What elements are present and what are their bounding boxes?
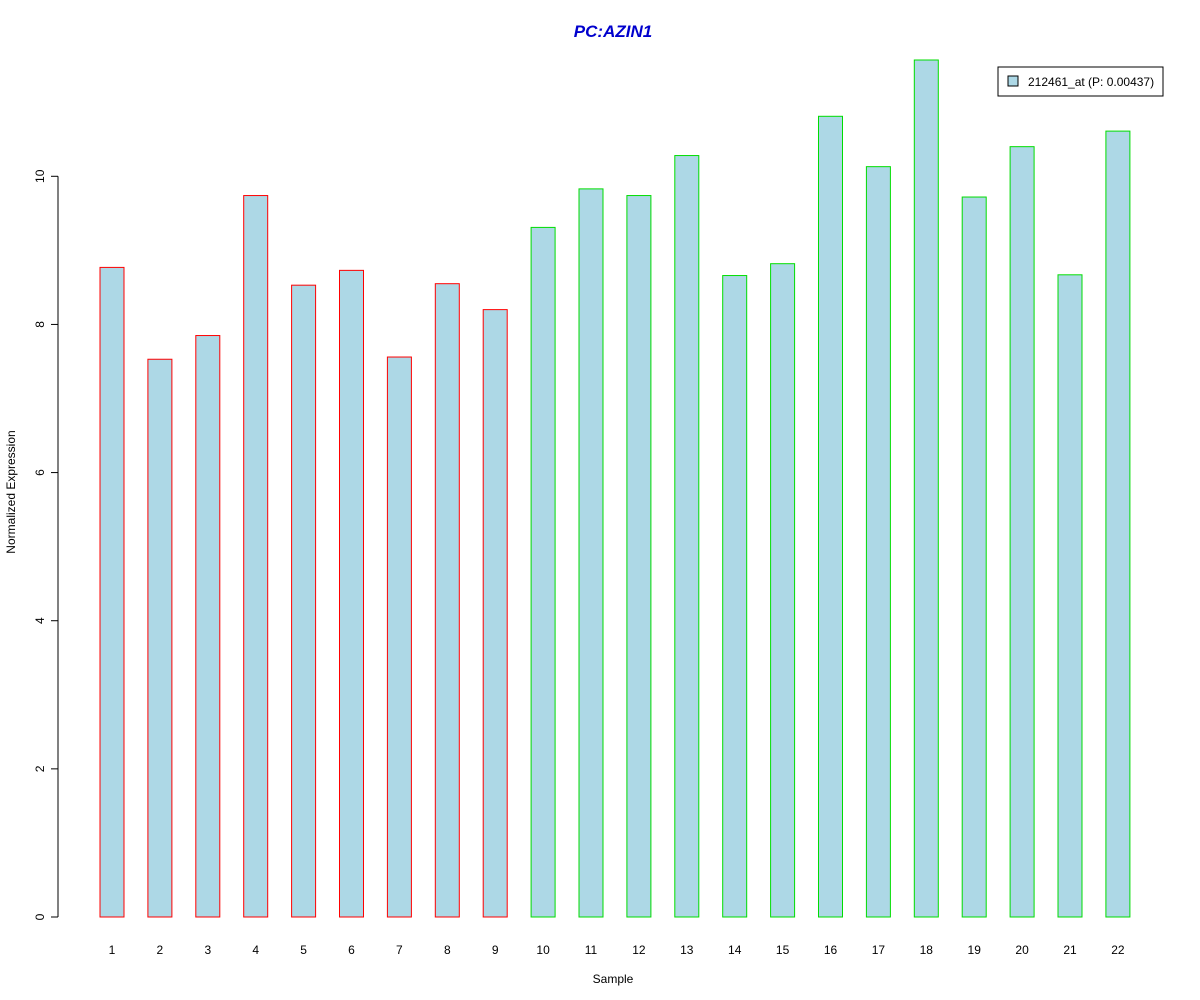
bar-sample-16: [818, 115, 843, 918]
legend: 212461_at (P: 0.00437): [997, 66, 1164, 97]
x-tick-label: 11: [585, 943, 598, 957]
x-tick-label: 3: [204, 943, 211, 957]
x-tick-label: 17: [872, 943, 886, 957]
y-tick-label: 2: [33, 765, 47, 772]
x-tick-labels: 1 2 3 4 5 6 7 8 9 10 11 12 13 14 15 16 17 18 19 20 21 22: [109, 943, 1125, 957]
bar-sample-21: [1057, 274, 1083, 918]
bar-sample-20: [1009, 146, 1035, 918]
x-tick-label: 1: [109, 943, 116, 957]
y-axis: 0 2 4 6 8 10: [33, 169, 59, 920]
legend-swatch: [1007, 75, 1019, 87]
bar-sample-9: [482, 309, 508, 918]
x-tick-label: 8: [444, 943, 451, 957]
bar-sample-13: [674, 155, 700, 918]
x-tick-label: 18: [920, 943, 934, 957]
x-tick-label: 20: [1015, 943, 1029, 957]
x-tick-label: 4: [252, 943, 259, 957]
bar-sample-3: [195, 335, 221, 918]
bar-sample-14: [722, 275, 748, 918]
y-tick-label: 4: [33, 617, 47, 624]
legend-label: 212461_at (P: 0.00437): [1028, 75, 1154, 89]
y-axis-label: Normalized Expression: [4, 430, 18, 553]
y-tick-label: 0: [33, 913, 47, 920]
x-tick-label: 16: [824, 943, 838, 957]
bar-sample-15: [770, 263, 796, 918]
bar-sample-5: [291, 284, 317, 918]
bar-sample-4: [243, 195, 269, 918]
x-tick-label: 22: [1111, 943, 1125, 957]
x-tick-label: 14: [728, 943, 742, 957]
bar-sample-10: [530, 226, 556, 918]
bar-sample-2: [147, 358, 173, 918]
x-tick-label: 5: [300, 943, 307, 957]
bar-sample-8: [434, 283, 460, 918]
x-tick-label: 13: [680, 943, 694, 957]
bar-sample-18: [913, 59, 939, 918]
bar-sample-11: [578, 188, 604, 918]
y-tick-label: 10: [33, 169, 47, 183]
x-tick-label: 12: [632, 943, 646, 957]
bar-sample-12: [626, 195, 652, 918]
x-tick-label: 2: [157, 943, 164, 957]
x-axis-label: Sample: [593, 972, 634, 986]
bar-sample-19: [961, 196, 987, 918]
bar-sample-22: [1105, 130, 1131, 918]
bar-sample-6: [339, 269, 364, 918]
x-tick-label: 15: [776, 943, 790, 957]
y-tick-label: 8: [33, 321, 47, 328]
x-tick-label: 6: [348, 943, 355, 957]
bars-group: [99, 59, 1131, 918]
x-tick-label: 7: [396, 943, 403, 957]
x-tick-label: 19: [968, 943, 982, 957]
legend-box: [997, 66, 1164, 97]
x-tick-label: 10: [536, 943, 550, 957]
bar-sample-7: [386, 356, 412, 918]
x-tick-label: 9: [492, 943, 499, 957]
bar-sample-1: [99, 266, 125, 918]
chart-title: PC:AZIN1: [574, 22, 652, 41]
bar-sample-17: [865, 166, 891, 918]
x-tick-label: 21: [1063, 943, 1077, 957]
y-tick-label: 6: [33, 469, 47, 476]
